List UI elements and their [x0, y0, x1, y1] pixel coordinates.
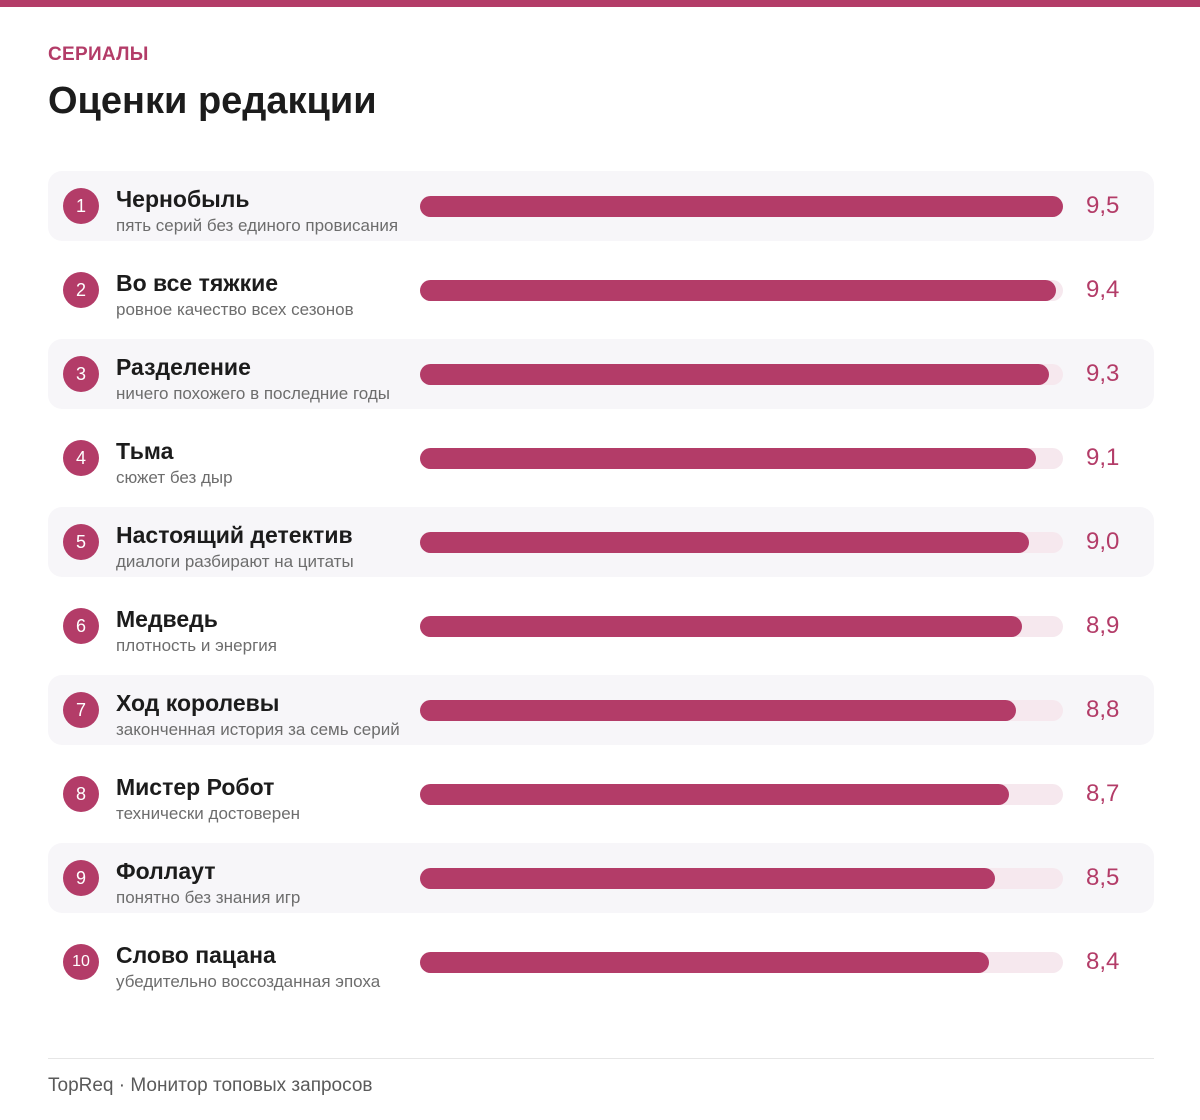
rating-value-label: 8,4 — [1086, 948, 1120, 975]
section-kicker: СЕРИАЛЫ — [48, 44, 149, 65]
chart-row: 1 Чернобыль пять серий без единого провиса… — [48, 171, 1154, 241]
rating-value-label: 8,5 — [1086, 864, 1120, 891]
series-title: Настоящий детектив — [116, 522, 353, 548]
rating-value-label: 9,3 — [1086, 360, 1120, 387]
bar-track — [420, 868, 1063, 889]
series-title: Слово пацана — [116, 942, 276, 968]
rank-badge: 2 — [63, 272, 99, 308]
series-note: убедительно воссозданная эпоха — [116, 972, 381, 991]
series-title: Чернобыль — [116, 186, 250, 212]
rating-value-label: 8,7 — [1086, 780, 1120, 807]
series-note: диалоги разбирают на цитаты — [116, 552, 354, 571]
chart-row: 3 Разделение ничего похожего в последние г… — [48, 339, 1154, 409]
bar-track — [420, 280, 1063, 301]
chart-row: 4 Тьма сюжет без дыр 9,1 — [48, 423, 1154, 493]
chart-row: 6 Медведь плотность и энергия 8,9 — [48, 591, 1154, 661]
series-title: Во все тяжкие — [116, 270, 279, 296]
rating-bar — [420, 616, 1023, 637]
series-note: пять серий без единого провисания — [116, 216, 399, 235]
rank-badge: 1 — [63, 188, 99, 224]
bar-track — [420, 952, 1063, 973]
rating-value-label: 9,1 — [1086, 444, 1120, 471]
rating-value-label: 9,5 — [1086, 192, 1120, 219]
chart-row: 5 Настоящий детектив диалоги разбирают на … — [48, 507, 1154, 577]
series-title: Разделение — [116, 354, 251, 380]
rating-bar — [420, 532, 1030, 553]
rank-badge: 4 — [63, 440, 99, 476]
rating-bar — [420, 280, 1057, 301]
rating-bar — [420, 364, 1050, 385]
chart-row: 10 Слово пацана убедительно воссозданная э… — [48, 927, 1154, 997]
bar-track — [420, 448, 1063, 469]
series-note: ничего похожего в последние годы — [116, 384, 391, 403]
footer-source: TopReq · Монитор топовых запросов — [48, 1075, 373, 1096]
rank-badge: 7 — [63, 692, 99, 728]
series-title: Медведь — [116, 606, 218, 632]
chart-row: 8 Мистер Робот технически достоверен 8,7 — [48, 759, 1154, 829]
footer-divider — [48, 1058, 1154, 1059]
rank-badge: 10 — [63, 944, 99, 980]
rating-value-label: 8,9 — [1086, 612, 1120, 639]
bar-track — [420, 616, 1063, 637]
bar-track — [420, 364, 1063, 385]
series-title: Фоллаут — [116, 858, 216, 884]
chart-row: 9 Фоллаут понятно без знания игр 8,5 — [48, 843, 1154, 913]
rank-badge: 5 — [63, 524, 99, 560]
bar-track — [420, 700, 1063, 721]
rating-bar — [420, 952, 989, 973]
series-title: Ход королевы — [116, 690, 280, 716]
series-note: понятно без знания игр — [116, 888, 301, 907]
top-accent-stripe — [0, 0, 1200, 7]
rank-badge: 9 — [63, 860, 99, 896]
rank-badge: 6 — [63, 608, 99, 644]
series-title: Мистер Робот — [116, 774, 275, 800]
series-title: Тьма — [116, 438, 174, 464]
series-note: технически достоверен — [116, 804, 301, 823]
rating-bar — [420, 196, 1063, 217]
chart-row: 7 Ход королевы законченная история за семь… — [48, 675, 1154, 745]
rating-bar — [420, 448, 1036, 469]
rank-badge: 3 — [63, 356, 99, 392]
ratings-bar-chart: 1 Чернобыль пять серий без единого провиса… — [48, 171, 1154, 1011]
page-title: Оценки редакции — [48, 80, 377, 122]
series-note: законченная история за семь серий — [116, 720, 400, 739]
bar-track — [420, 532, 1063, 553]
rating-value-label: 9,0 — [1086, 528, 1120, 555]
bar-track — [420, 784, 1063, 805]
rating-bar — [420, 784, 1009, 805]
rating-value-label: 9,4 — [1086, 276, 1120, 303]
chart-row: 2 Во все тяжкие ровное качество всех сезон… — [48, 255, 1154, 325]
rating-bar — [420, 868, 996, 889]
rating-bar — [420, 700, 1016, 721]
series-note: плотность и энергия — [116, 636, 277, 655]
rank-badge: 8 — [63, 776, 99, 812]
series-note: ровное качество всех сезонов — [116, 300, 354, 319]
bar-track — [420, 196, 1063, 217]
rating-value-label: 8,8 — [1086, 696, 1120, 723]
series-note: сюжет без дыр — [116, 468, 233, 487]
